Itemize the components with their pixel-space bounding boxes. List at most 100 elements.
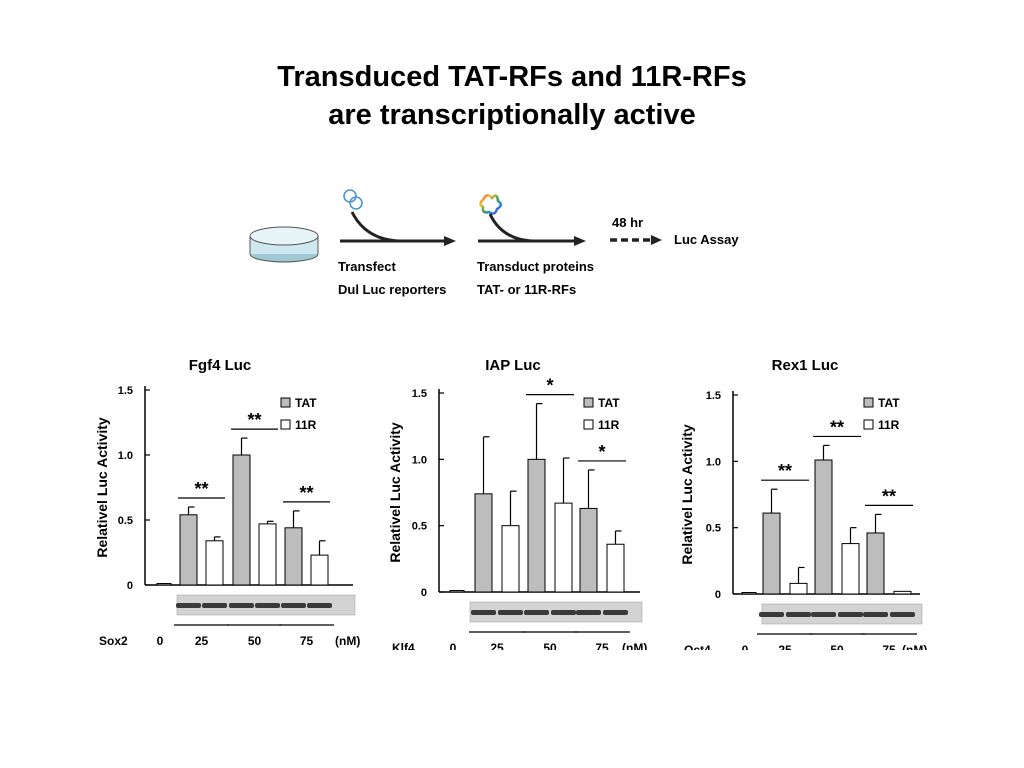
c2-factor-label: Oct4 xyxy=(684,643,711,650)
c0-legend-11r-swatch xyxy=(280,419,291,430)
c2-bar-11r-1 xyxy=(789,582,808,595)
c2-significance-mark-1: ** xyxy=(778,461,792,481)
c0-y-axis-label: Relativel Luc Activity xyxy=(94,417,110,558)
c2-dose-label-0: 0 xyxy=(742,643,749,650)
c2-legend-tat-label: TAT xyxy=(878,396,900,410)
c1-y-tick-label-1: 0.5 xyxy=(412,521,427,533)
c2-y-axis-label: Relativel Luc Activity xyxy=(679,424,695,565)
c0-dose-label-0: 0 xyxy=(157,634,164,648)
c0-legend-tat-swatch xyxy=(280,397,291,408)
c1-y-tick-label-0: 0 xyxy=(421,587,427,599)
c1-blot-band-1-1 xyxy=(498,610,523,615)
c1-blot-band-2-1 xyxy=(551,610,576,615)
c2-y-tick-label-0: 0 xyxy=(715,589,721,601)
c1-bar-11r-3 xyxy=(606,543,625,593)
c1-bar-11r-2 xyxy=(554,502,573,593)
c2-blot-band-2-0 xyxy=(811,612,836,617)
c0-dose-label-3: 75 xyxy=(300,634,314,648)
assay-label: Luc Assay xyxy=(674,232,739,247)
c2-legend-11r-label: 11R xyxy=(878,418,900,432)
title-line-1: Transduced TAT-RFs and 11R-RFs xyxy=(277,61,747,93)
c2-bar-tat-2 xyxy=(814,459,833,595)
c1-significance-mark-3: * xyxy=(598,442,605,462)
c0-blot-band-1-1 xyxy=(202,603,227,608)
step1-label: Transfect xyxy=(338,259,396,274)
fgf4-luc-chart: Fgf4 Luc Relativel Luc Activity 0 0.5 1.0 1.5… xyxy=(94,357,360,648)
c0-blot-band-1-0 xyxy=(176,603,201,608)
c2-bar-11r-3 xyxy=(893,590,912,595)
c0-bar-11r-1 xyxy=(205,540,224,586)
rex1-luc-chart: Rex1 Luc Relativel Luc Activity 0 0.5 1.0 1.5… xyxy=(679,357,927,650)
c0-y-tick-label-2: 1.0 xyxy=(118,450,133,462)
c0-dose-label-2: 50 xyxy=(248,634,262,648)
c1-y-tick-label-2: 1.0 xyxy=(412,454,427,466)
c1-bar-tat-2 xyxy=(527,458,546,593)
protein-icon xyxy=(479,194,502,215)
c2-y-tick-label-1: 0.5 xyxy=(706,523,721,535)
c0-legend-11r-label: 11R xyxy=(295,418,317,432)
c1-chart-title: IAP Luc xyxy=(485,357,541,374)
culture-dish-icon xyxy=(249,226,319,263)
c0-y-tick-label-3: 1.5 xyxy=(118,385,133,397)
c2-legend-11r-swatch xyxy=(863,419,874,430)
c2-blot-band-3-0 xyxy=(863,612,888,617)
c1-bar-tat-1 xyxy=(474,493,493,593)
c1-dose-label-3: 75 xyxy=(595,641,609,650)
c2-significance-mark-2: ** xyxy=(830,417,844,437)
c1-legend-tat-swatch xyxy=(583,397,594,408)
c0-unit-label: (nM) xyxy=(335,634,360,648)
c0-blot-band-3-1 xyxy=(307,603,332,608)
c1-dose-label-0: 0 xyxy=(450,641,457,650)
c1-blot-band-1-0 xyxy=(471,610,496,615)
c1-legend-11r-label: 11R xyxy=(598,418,620,432)
c0-bar-11r-3 xyxy=(310,554,329,586)
c1-y-tick-label-3: 1.5 xyxy=(412,388,427,400)
time-label: 48 hr xyxy=(612,215,644,230)
c0-legend-tat-label: TAT xyxy=(295,396,317,410)
c1-dose-label-2: 50 xyxy=(543,641,557,650)
plasmid-icon xyxy=(343,189,363,210)
c2-dose-label-2: 50 xyxy=(830,643,844,650)
c2-significance-mark-3: ** xyxy=(882,486,896,506)
c2-y-tick-label-2: 1.0 xyxy=(706,456,721,468)
c1-blot-band-2-0 xyxy=(524,610,549,615)
transduct-arrow-icon xyxy=(478,213,586,246)
c0-blot-band-2-0 xyxy=(229,603,254,608)
c2-blot-band-2-1 xyxy=(838,612,863,617)
c1-dose-label-1: 25 xyxy=(490,641,504,650)
c0-significance-mark-2: ** xyxy=(247,410,261,430)
c2-legend-tat-swatch xyxy=(863,397,874,408)
step1-sublabel: Dul Luc reporters xyxy=(338,282,447,297)
c0-blot-band-2-1 xyxy=(255,603,280,608)
c0-bar-tat-0 xyxy=(156,583,172,586)
c1-unit-label: (nM) xyxy=(622,641,647,650)
experiment-schematic xyxy=(249,189,662,263)
c1-y-axis-label: Relativel Luc Activity xyxy=(387,422,403,563)
iap-luc-chart: IAP Luc Relativel Luc Activity 0 0.5 1.0 1.5 T… xyxy=(387,357,647,650)
step2-sublabel: TAT- or 11R-RFs xyxy=(477,282,577,297)
c2-blot-band-3-1 xyxy=(890,612,915,617)
title-line-2: are transcriptionally active xyxy=(328,99,696,131)
c0-bar-tat-2 xyxy=(232,454,251,586)
transfect-arrow-icon xyxy=(340,211,456,246)
c1-blot-band-3-0 xyxy=(576,610,601,615)
c0-blot-band-3-0 xyxy=(281,603,306,608)
c1-factor-label: Klf4 xyxy=(392,641,415,650)
c2-y-tick-label-3: 1.5 xyxy=(706,390,721,402)
c1-significance-mark-2: * xyxy=(546,376,553,396)
c0-factor-label: Sox2 xyxy=(99,634,128,648)
c1-bar-11r-1 xyxy=(501,525,520,593)
slide-title: Transduced TAT-RFs and 11R-RFs are trans… xyxy=(0,58,1024,134)
c2-dose-label-3: 75 xyxy=(882,643,896,650)
c1-legend-tat-label: TAT xyxy=(598,396,620,410)
c0-dose-label-1: 25 xyxy=(195,634,209,648)
c0-y-tick-label-1: 0.5 xyxy=(118,515,133,527)
c1-blot-band-3-1 xyxy=(603,610,628,615)
c2-blot-band-1-0 xyxy=(759,612,784,617)
step2-label: Transduct proteins xyxy=(477,259,595,274)
c2-chart-title: Rex1 Luc xyxy=(772,357,839,374)
c2-bar-tat-3 xyxy=(866,532,885,595)
c0-bar-tat-3 xyxy=(284,527,303,586)
c2-bar-tat-0 xyxy=(741,592,757,595)
c0-y-tick-label-0: 0 xyxy=(127,580,133,592)
